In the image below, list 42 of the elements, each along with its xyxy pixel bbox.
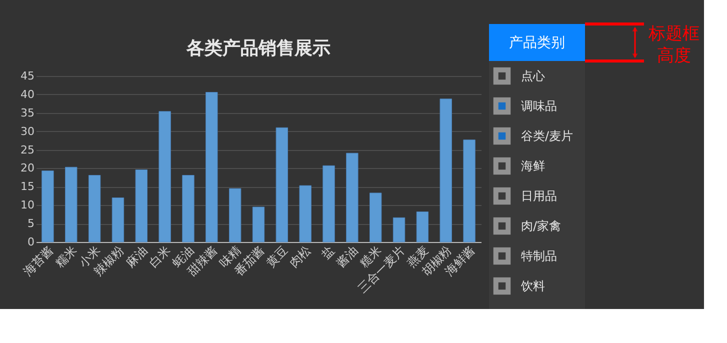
category-label: 点心 <box>521 69 545 83</box>
y-tick-label: 20 <box>20 162 34 175</box>
y-tick-label: 15 <box>20 180 34 194</box>
bar <box>252 206 265 242</box>
bar <box>206 92 218 242</box>
bar <box>42 170 54 242</box>
text: 标题框高度 <box>648 24 700 66</box>
bar <box>276 127 288 242</box>
y-tick-label: 10 <box>20 198 34 212</box>
category-label: 调味品 <box>521 99 557 113</box>
category-label: 谷类/麦片 <box>521 129 574 143</box>
chart-title: 各类产品销售展示 <box>186 38 330 59</box>
bar <box>392 217 406 242</box>
bar <box>322 165 335 242</box>
bar <box>88 174 101 242</box>
category-label: 特制品 <box>521 249 557 263</box>
bar <box>416 212 429 242</box>
y-tick-label: 45 <box>20 70 34 82</box>
bar <box>440 98 452 242</box>
y-tick-label: 5 <box>28 217 34 230</box>
x-tick-label: 麻油 <box>123 243 150 270</box>
category-label: 海鲜 <box>521 159 545 173</box>
y-tick-label: 40 <box>20 88 34 101</box>
bar <box>158 111 171 242</box>
bar <box>346 152 358 242</box>
bar <box>299 185 312 242</box>
y-tick-label: 25 <box>20 143 34 156</box>
text: 产品类别 <box>509 35 565 51</box>
bar <box>182 174 194 242</box>
category-label: 饮料 <box>520 279 545 293</box>
category-label: 肉/家禽 <box>521 219 562 233</box>
bar <box>65 166 78 242</box>
y-tick-label: 35 <box>20 106 34 120</box>
bar <box>135 169 148 242</box>
bar <box>370 192 382 242</box>
y-tick-label: 30 <box>20 124 34 138</box>
category-label: 日用品 <box>521 189 557 203</box>
bar <box>228 188 242 242</box>
bar <box>112 197 124 242</box>
x-tick-label: 糯米 <box>52 243 80 270</box>
bar <box>463 140 476 242</box>
y-tick-label: 0 <box>28 236 34 248</box>
